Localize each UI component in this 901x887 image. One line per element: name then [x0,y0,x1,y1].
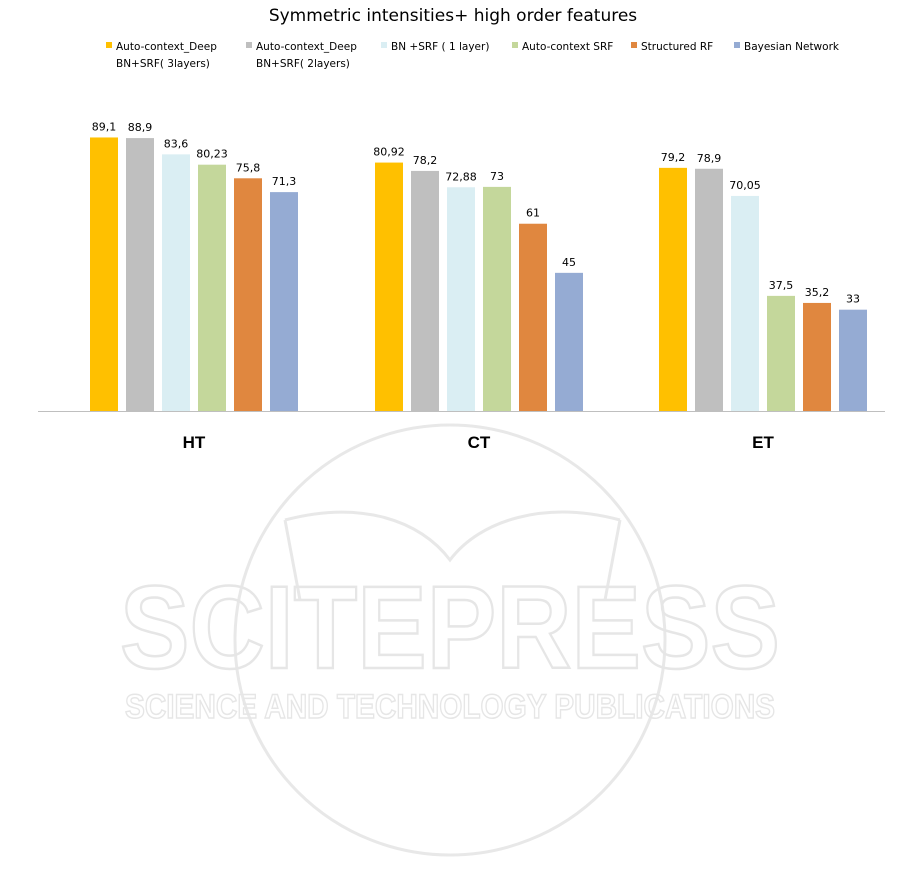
bar-ct-6 [555,272,583,411]
data-label: 45 [562,256,576,269]
bar-et-6 [839,309,867,411]
data-label: 78,9 [697,152,722,165]
data-label: 83,6 [164,137,189,150]
legend-swatch [246,42,252,48]
category-label-ht: HT [183,433,206,452]
bar-ct-5 [519,223,547,411]
data-label: 78,2 [413,154,438,167]
legend-swatch [631,42,637,48]
legend-label: Bayesian Network [744,41,840,53]
legend-swatch [106,42,112,48]
data-label: 73 [490,170,504,183]
legend-label: Structured RF [641,41,713,53]
bar-ht-3 [162,154,190,411]
data-label: 33 [846,293,860,306]
watermark-book-icon [233,423,667,857]
bar-et-1 [659,167,687,411]
legend-label: BN +SRF ( 1 layer) [391,41,489,53]
bar-ht-4 [198,164,226,411]
data-label: 88,9 [128,121,153,134]
data-label: 89,1 [92,120,117,133]
bar-ht-2 [126,138,154,411]
legend-swatch [512,42,518,48]
chart-title: Symmetric intensities+ high order featur… [269,6,637,26]
watermark-logo-text: SCITEPRESS [120,562,780,694]
bar-ct-4 [483,186,511,411]
chart-legend: Auto-context_Deep BN+SRF( 3layers) Auto-co… [106,41,840,70]
bar-ht-1 [90,137,118,411]
data-label: 37,5 [769,279,794,292]
data-label: 35,2 [805,286,830,299]
data-label: 80,92 [373,146,405,159]
bar-et-3 [731,195,759,411]
bar-et-4 [767,295,795,411]
data-label: 61 [526,207,540,220]
data-label: 71,3 [272,175,297,188]
legend-label: BN+SRF( 3layers) [116,58,210,70]
data-label: 70,05 [729,179,761,192]
data-label: 80,23 [196,148,228,161]
bar-ht-6 [270,192,298,411]
legend-label: Auto-context_Deep [116,41,217,53]
bar-ct-2 [411,170,439,411]
category-label-ct: CT [468,433,491,452]
bar-ct-1 [375,162,403,411]
data-label: 72,88 [445,170,477,183]
bar-ht-5 [234,178,262,411]
bar-et-5 [803,302,831,411]
watermark-tagline: SCIENCE AND TECHNOLOGY PUBLICATIONS [125,688,775,726]
legend-swatch [381,42,387,48]
publisher-watermark: SCITEPRESS SCIENCE AND TECHNOLOGY PUBLIC… [119,423,781,857]
data-label: 79,2 [661,151,686,164]
legend-label: Auto-context SRF [522,41,613,53]
plot-area: 89,1 88,9 83,6 80,23 75,8 71,3 HT 80,92 78,2 72,8… [38,120,885,452]
legend-label: BN+SRF( 2layers) [256,58,350,70]
legend-label: Auto-context_Deep [256,41,357,53]
legend-swatch [734,42,740,48]
bar-et-2 [695,168,723,411]
category-label-et: ET [752,433,774,452]
bar-ct-3 [447,187,475,411]
data-label: 75,8 [236,161,261,174]
